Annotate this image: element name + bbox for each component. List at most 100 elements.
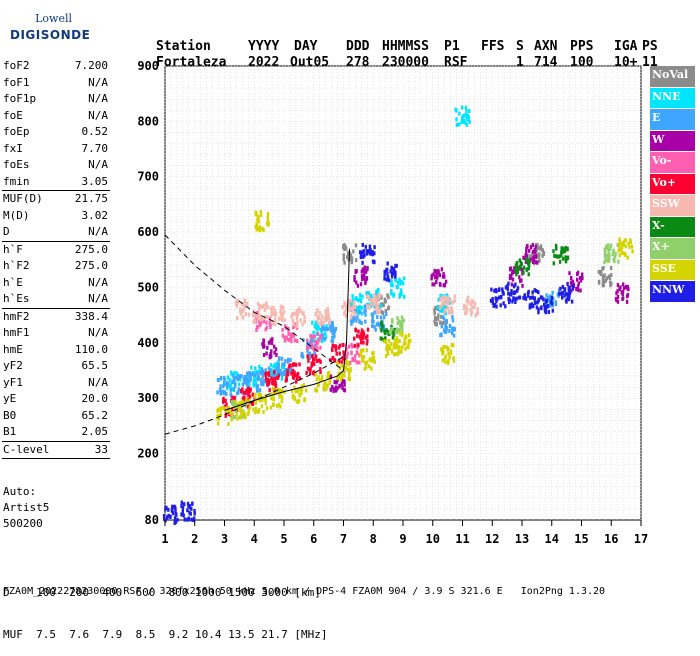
echo-point-vo bbox=[355, 360, 359, 365]
echo-point-nnw bbox=[566, 292, 570, 297]
echo-point-sse bbox=[315, 388, 318, 393]
echo-point-e bbox=[256, 371, 259, 376]
echo-point-w bbox=[266, 345, 269, 350]
echo-point-nnw bbox=[176, 517, 179, 522]
echo-point-nne bbox=[324, 331, 327, 336]
echo-point-vo bbox=[247, 393, 250, 398]
echo-point-ssw bbox=[299, 318, 302, 323]
echo-point-nnw bbox=[523, 294, 526, 299]
echo-point-ssw bbox=[241, 315, 244, 320]
echo-point-noval bbox=[609, 283, 612, 288]
echo-point-noval bbox=[387, 295, 390, 300]
echo-point-nnw bbox=[528, 303, 532, 308]
echo-point-x bbox=[555, 254, 558, 259]
echo-point-sse bbox=[328, 380, 331, 385]
echo-point-w bbox=[341, 385, 344, 390]
echo-point-e bbox=[284, 367, 288, 372]
echo-point-e bbox=[225, 391, 228, 396]
param-row: foEs N/A bbox=[0, 157, 112, 174]
echo-point-x bbox=[393, 327, 396, 332]
echo-point-vo bbox=[360, 328, 364, 333]
echo-point-e bbox=[248, 374, 251, 379]
echo-point-sse bbox=[225, 408, 228, 413]
echo-point-nnw bbox=[362, 254, 365, 259]
echo-point-vo bbox=[251, 392, 254, 397]
echo-point-sse bbox=[630, 244, 634, 249]
echo-point-noval bbox=[600, 269, 603, 274]
x-tick-label: 6 bbox=[310, 532, 317, 546]
param-value: N/A bbox=[88, 158, 108, 171]
echo-point-w bbox=[340, 382, 344, 387]
echo-point-e bbox=[284, 371, 287, 376]
echo-point-e bbox=[353, 314, 356, 319]
echo-point-w bbox=[569, 280, 573, 285]
echo-point-ssw bbox=[369, 298, 373, 302]
echo-point-nnw bbox=[558, 291, 561, 296]
echo-point-sse bbox=[622, 240, 625, 245]
echo-point-w bbox=[341, 378, 344, 383]
echo-point-x bbox=[394, 330, 397, 334]
echo-point-vo bbox=[314, 340, 317, 345]
echo-point-sse bbox=[317, 382, 320, 387]
echo-point-nnw bbox=[502, 301, 505, 306]
echo-point-ssw bbox=[464, 311, 467, 316]
echo-point-nnw bbox=[542, 297, 545, 302]
echo-point-e bbox=[229, 392, 232, 397]
param-value: N/A bbox=[88, 75, 108, 89]
echo-point-vo bbox=[286, 372, 290, 377]
echo-point-sse bbox=[452, 356, 455, 361]
echo-point-vo bbox=[311, 354, 314, 358]
echo-point-w bbox=[615, 298, 618, 303]
echo-point-sse bbox=[404, 346, 407, 351]
echo-point-nne bbox=[239, 377, 242, 382]
echo-point-vo bbox=[251, 401, 254, 406]
echo-point-x bbox=[557, 254, 560, 259]
echo-point-ssw bbox=[378, 310, 381, 315]
echo-point-noval bbox=[342, 253, 345, 258]
echo-point-sse bbox=[270, 392, 273, 397]
echo-point-nne bbox=[465, 122, 468, 127]
echo-point-nnw bbox=[512, 296, 515, 301]
echo-point-sse bbox=[344, 361, 347, 365]
echo-point-nne bbox=[399, 288, 403, 293]
echo-point-x bbox=[380, 328, 383, 333]
echo-point-e bbox=[260, 381, 263, 385]
echo-point-vo bbox=[338, 351, 341, 356]
param-separator bbox=[2, 440, 110, 442]
echo-point-w bbox=[513, 266, 516, 271]
echo-point-nne bbox=[357, 311, 360, 316]
echo-point-vo bbox=[293, 338, 297, 343]
echo-point-ssw bbox=[345, 307, 348, 312]
echo-point-sse bbox=[236, 416, 239, 421]
echo-point-noval bbox=[605, 276, 608, 281]
echo-point-x bbox=[230, 400, 234, 404]
echo-point-nnw bbox=[183, 502, 186, 507]
echo-point-noval bbox=[435, 322, 438, 327]
echo-point-e bbox=[355, 318, 358, 323]
echo-point-w bbox=[363, 265, 366, 270]
echo-point-nnw bbox=[183, 517, 186, 522]
echo-point-sse bbox=[370, 366, 373, 371]
echo-point-x bbox=[560, 248, 563, 253]
echo-point-vo bbox=[244, 390, 247, 395]
echo-point-vo bbox=[298, 376, 301, 381]
echo-point-noval bbox=[603, 273, 606, 278]
echo-point-vo bbox=[314, 354, 318, 359]
echo-point-sse bbox=[277, 402, 281, 407]
echo-point-sse bbox=[362, 355, 366, 360]
echo-point-vo bbox=[281, 327, 284, 332]
echo-point-vo bbox=[284, 324, 287, 329]
echo-point-e bbox=[256, 384, 260, 389]
echo-point-sse bbox=[398, 349, 401, 354]
echo-point-sse bbox=[441, 358, 445, 363]
echo-point-ssw bbox=[269, 306, 272, 311]
echo-point-e bbox=[448, 329, 451, 333]
echo-point-vo bbox=[366, 338, 369, 343]
echo-point-e bbox=[451, 326, 454, 331]
echo-point-ssw bbox=[326, 309, 330, 314]
echo-point-e bbox=[286, 357, 290, 362]
echo-point-e bbox=[246, 371, 249, 376]
echo-point-vo bbox=[277, 373, 281, 378]
echo-point-sse bbox=[238, 401, 241, 406]
echo-point-noval bbox=[342, 244, 345, 249]
